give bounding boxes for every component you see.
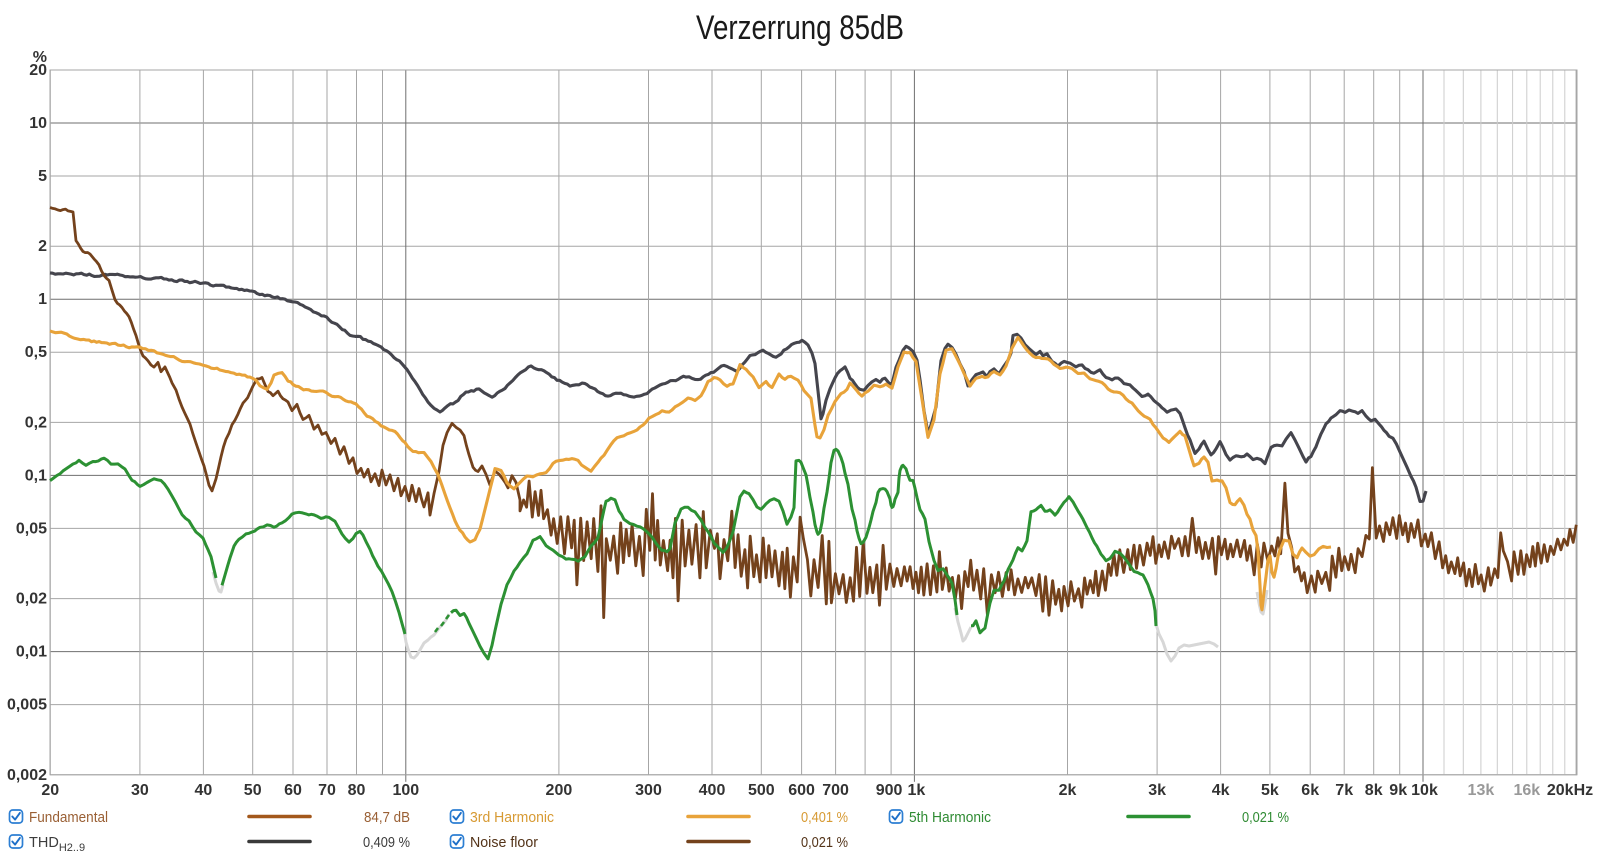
svg-text:0,021 %: 0,021 %: [801, 835, 848, 851]
svg-text:0,02: 0,02: [16, 591, 47, 608]
svg-text:0,409 %: 0,409 %: [363, 835, 410, 851]
svg-text:100: 100: [392, 782, 419, 799]
svg-text:900: 900: [876, 782, 903, 799]
svg-text:5: 5: [38, 168, 47, 185]
svg-text:20: 20: [29, 62, 47, 79]
svg-text:200: 200: [546, 782, 573, 799]
svg-text:600: 600: [788, 782, 815, 799]
svg-text:0,05: 0,05: [16, 520, 47, 537]
svg-text:8k: 8k: [1365, 782, 1383, 799]
svg-text:13k: 13k: [1468, 782, 1495, 799]
svg-text:40: 40: [195, 782, 213, 799]
svg-text:1: 1: [38, 291, 47, 308]
svg-text:Fundamental: Fundamental: [29, 810, 108, 826]
svg-text:2: 2: [38, 238, 47, 255]
svg-text:3rd Harmonic: 3rd Harmonic: [470, 810, 554, 826]
svg-text:400: 400: [699, 782, 726, 799]
svg-text:0,01: 0,01: [16, 644, 47, 661]
svg-text:5k: 5k: [1261, 782, 1279, 799]
svg-text:60: 60: [284, 782, 302, 799]
svg-text:500: 500: [748, 782, 775, 799]
svg-text:0,1: 0,1: [25, 467, 47, 484]
svg-text:700: 700: [822, 782, 849, 799]
svg-text:0,005: 0,005: [7, 697, 47, 714]
svg-text:20: 20: [41, 782, 59, 799]
svg-text:0,002: 0,002: [7, 767, 47, 784]
svg-text:0,2: 0,2: [25, 414, 47, 431]
svg-text:Verzerrung 85dB: Verzerrung 85dB: [696, 9, 904, 47]
svg-text:1k: 1k: [908, 782, 926, 799]
svg-text:70: 70: [318, 782, 336, 799]
svg-text:50: 50: [244, 782, 262, 799]
svg-text:300: 300: [635, 782, 662, 799]
svg-text:30: 30: [131, 782, 149, 799]
svg-text:Noise floor: Noise floor: [470, 835, 538, 851]
svg-text:0,021 %: 0,021 %: [1242, 810, 1289, 826]
svg-text:84,7 dB: 84,7 dB: [364, 810, 410, 826]
svg-text:80: 80: [348, 782, 366, 799]
svg-text:0,401 %: 0,401 %: [801, 810, 848, 826]
svg-text:10: 10: [29, 115, 47, 132]
svg-text:6k: 6k: [1301, 782, 1319, 799]
svg-text:%: %: [33, 49, 47, 66]
svg-text:16k: 16k: [1513, 782, 1540, 799]
svg-text:7k: 7k: [1335, 782, 1353, 799]
svg-text:3k: 3k: [1148, 782, 1166, 799]
svg-text:9k: 9k: [1389, 782, 1407, 799]
svg-text:10k: 10k: [1411, 782, 1438, 799]
svg-text:4k: 4k: [1212, 782, 1230, 799]
svg-text:0,5: 0,5: [25, 344, 47, 361]
svg-text:20kHz: 20kHz: [1547, 782, 1593, 799]
svg-text:2k: 2k: [1059, 782, 1077, 799]
svg-text:5th Harmonic: 5th Harmonic: [909, 810, 991, 826]
